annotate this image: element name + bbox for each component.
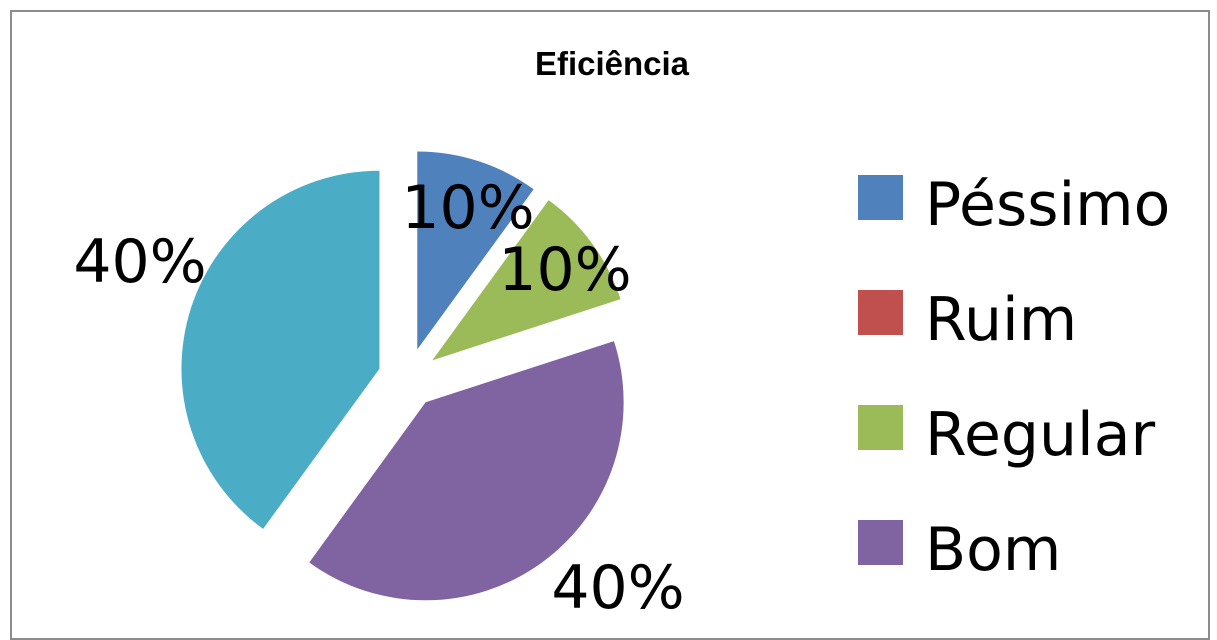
data-label: 40% [73, 227, 206, 297]
pie-slice-bom [309, 341, 624, 601]
legend: Péssimo Ruim Regular Bom [858, 170, 1170, 585]
legend-label: Ruim [925, 285, 1077, 355]
legend-label: Regular [925, 400, 1155, 470]
data-label: 40% [551, 553, 684, 623]
pie-slice-regular [432, 200, 621, 361]
pie-slices [181, 151, 624, 601]
pie-slice-péssimo [417, 151, 534, 350]
legend-swatch [858, 290, 903, 335]
data-label: 10% [401, 173, 534, 243]
legend-label: Bom [925, 515, 1061, 585]
chart-title: Eficiência [535, 45, 690, 82]
legend-swatch [858, 175, 903, 220]
pie-data-labels: 10%10% 40% 40% [73, 173, 684, 623]
legend-swatch [858, 405, 903, 450]
legend-swatch [858, 520, 903, 565]
data-label: 10% [498, 235, 631, 305]
legend-label: Péssimo [925, 170, 1170, 240]
pie-slice-unlabeled [181, 170, 380, 529]
